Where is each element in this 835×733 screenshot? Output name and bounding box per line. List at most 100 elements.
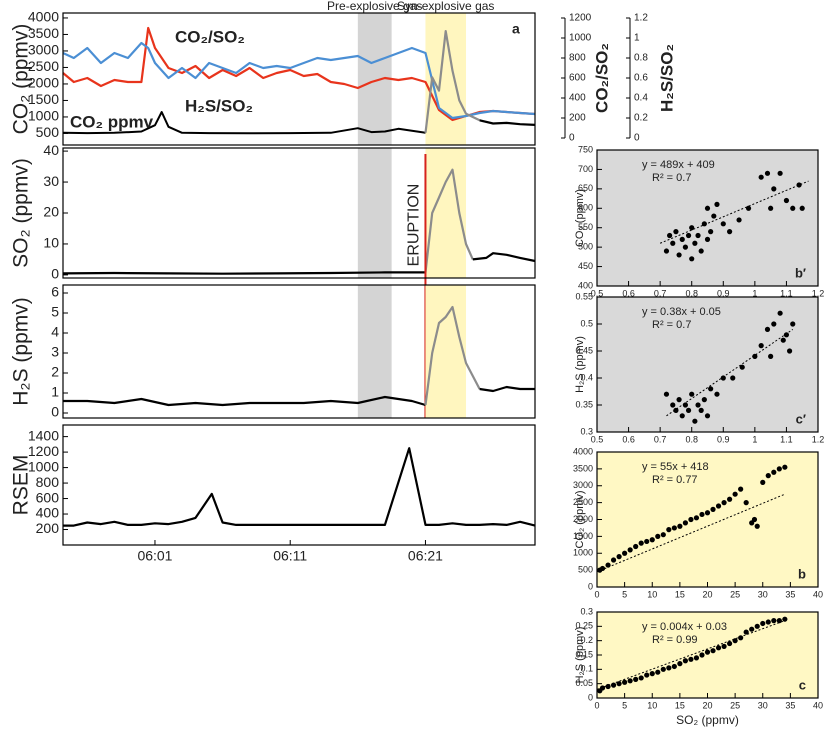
y-tick-label: 0.5 — [580, 318, 593, 328]
y-tick-label: 1500 — [573, 531, 593, 541]
point — [704, 510, 711, 516]
point — [633, 676, 639, 682]
panel-label: c — [799, 677, 806, 692]
y-tick-label: 0.45 — [575, 345, 593, 355]
point — [751, 516, 758, 523]
point — [676, 252, 682, 258]
equation: y = 489x + 409 — [642, 159, 715, 171]
x-tick-label: 5 — [622, 589, 627, 599]
plot-frame — [596, 296, 819, 433]
y-tick-label: 1500 — [28, 91, 59, 107]
point — [771, 321, 777, 327]
point — [622, 550, 628, 556]
point — [685, 407, 692, 413]
point — [692, 418, 698, 424]
point — [695, 232, 701, 239]
x-tick-label: 0 — [594, 700, 599, 710]
y-tick-label: 4 — [51, 324, 59, 340]
point — [616, 681, 622, 687]
plot-frame — [62, 12, 536, 146]
series-label: CO₂ ppmv — [70, 112, 154, 131]
point — [627, 678, 633, 684]
point — [663, 248, 670, 254]
y-tick-label: 500 — [36, 124, 60, 140]
y2-axis-label: CO₂/SO₂ — [592, 43, 611, 113]
point — [765, 473, 771, 479]
y-tick-label: 600 — [36, 489, 60, 505]
point — [752, 353, 758, 359]
x-tick-label: 35 — [785, 589, 795, 599]
y-tick-label: 450 — [578, 261, 593, 271]
x-tick-label: 25 — [730, 589, 740, 599]
y-tick-label: 3500 — [28, 25, 59, 41]
point — [743, 500, 749, 506]
point — [693, 515, 700, 521]
point — [727, 229, 733, 235]
x-tick-label: 0.9 — [717, 434, 730, 444]
point — [710, 648, 716, 654]
x-tick-label: 06:01 — [137, 548, 172, 564]
series-label: CO₂/SO₂ — [175, 27, 245, 46]
point — [790, 321, 796, 327]
point — [689, 391, 695, 397]
fit-line — [659, 180, 809, 244]
x-tick-label: 10 — [647, 589, 657, 599]
y3-tick-label: 0.4 — [634, 93, 648, 104]
point — [655, 669, 661, 675]
y-tick-label: 0.1 — [580, 664, 593, 674]
x-tick-label: 40 — [813, 700, 823, 710]
point — [682, 658, 689, 664]
y-tick-label: 500 — [578, 565, 593, 575]
point — [698, 407, 704, 413]
point — [715, 503, 722, 509]
x-tick-label: 25 — [730, 700, 740, 710]
point — [682, 244, 689, 250]
x-tick-label: 0.5 — [591, 434, 604, 444]
point — [758, 174, 764, 180]
span — [357, 148, 392, 278]
series-line — [424, 30, 481, 133]
y-axis-label: H₂S (ppmv) — [574, 627, 586, 684]
y-tick-label: 2000 — [28, 75, 59, 91]
point — [790, 205, 796, 211]
y-tick-label: 1200 — [28, 443, 59, 459]
point — [776, 466, 782, 472]
y2-tick-label: 1200 — [569, 13, 592, 24]
y2-tick-label: 1000 — [569, 33, 592, 44]
y-axis-label: H₂S (ppmv) — [574, 336, 586, 393]
point — [714, 201, 720, 207]
point — [698, 248, 704, 254]
equation: y = 0.004x + 0.03 — [642, 621, 727, 633]
x-tick-label: 1.2 — [812, 434, 825, 444]
point — [780, 337, 786, 343]
plot-frame — [62, 424, 536, 546]
x-tick-label: 10 — [647, 700, 657, 710]
point — [768, 205, 774, 211]
y-tick-label: 700 — [578, 164, 593, 174]
point — [610, 557, 617, 563]
y-tick-label: 1 — [51, 384, 59, 400]
point — [720, 221, 726, 227]
y3-axis-label: H₂S/SO₂ — [657, 44, 676, 112]
y-axis-label: H₂S (ppmv) — [10, 297, 33, 406]
plot-background — [597, 297, 818, 432]
point — [708, 229, 714, 235]
y-axis-label: CO₂ (ppmv) — [574, 490, 586, 548]
point — [685, 232, 692, 239]
point — [689, 225, 695, 231]
y-tick-label: 500 — [578, 242, 593, 252]
x-tick-label: 15 — [675, 700, 685, 710]
series-label: H₂S/SO₂ — [185, 96, 253, 115]
panel-label: a — [512, 21, 520, 37]
point — [771, 618, 777, 624]
point — [704, 205, 711, 211]
point — [679, 236, 685, 242]
r-squared: R² = 0.7 — [652, 172, 691, 184]
point — [670, 402, 676, 408]
y-tick-label: 3000 — [573, 480, 593, 490]
panel-label: c′ — [796, 411, 806, 426]
point — [599, 685, 606, 691]
point — [682, 520, 689, 526]
x-tick-label: 1.1 — [780, 288, 793, 298]
y-tick-label: 4000 — [28, 9, 59, 25]
